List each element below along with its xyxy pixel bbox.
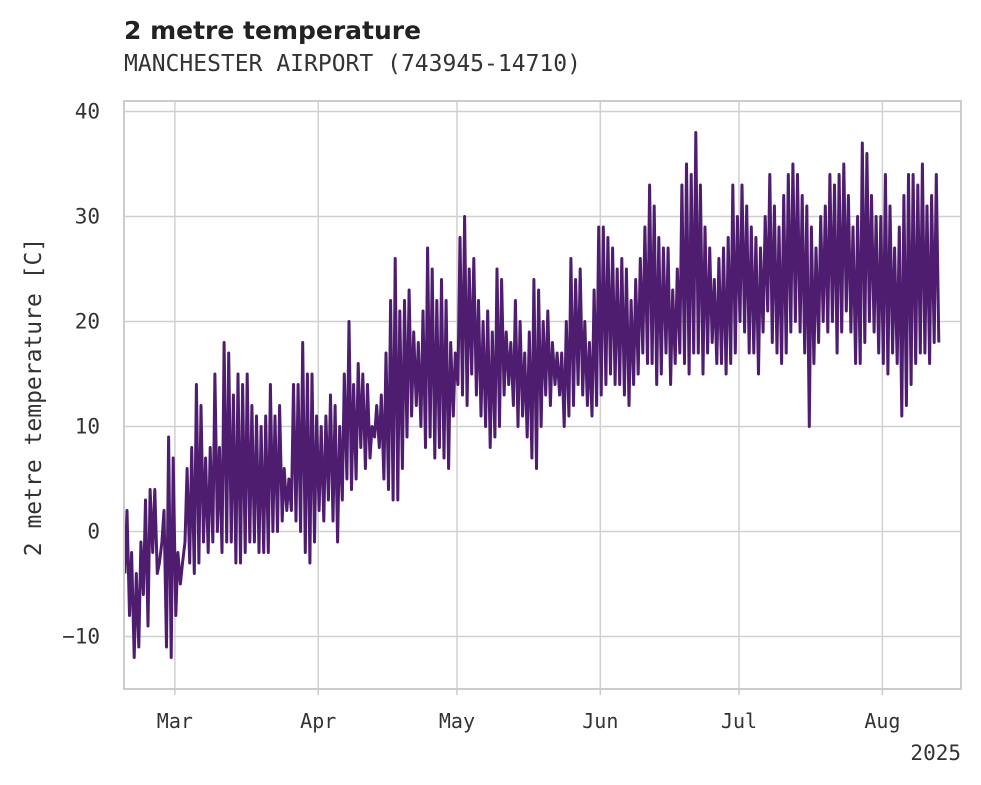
y-tick-label: −10 (62, 625, 100, 649)
x-tick-label: May (439, 709, 475, 733)
chart-subtitle: MANCHESTER AIRPORT (743945-14710) (124, 51, 581, 77)
y-axis-label: 2 metre temperature [C] (21, 238, 47, 557)
x-tick-label: Mar (157, 709, 193, 733)
x-tick-label: Jul (721, 709, 757, 733)
y-tick-label: 0 (87, 520, 100, 544)
x-tick-label: Jun (582, 709, 618, 733)
x-tick-year-label: 2025 (910, 741, 961, 765)
y-tick-label: 20 (75, 310, 100, 334)
y-tick-label: 10 (75, 415, 100, 439)
temperature-series-line (123, 131, 941, 659)
x-tick-label: Apr (300, 709, 336, 733)
plot-frame (123, 100, 962, 690)
y-tick-label: 40 (75, 100, 100, 124)
y-tick-label: 30 (75, 205, 100, 229)
chart-title: 2 metre temperature (124, 16, 422, 45)
x-tick-label: Aug (864, 709, 900, 733)
